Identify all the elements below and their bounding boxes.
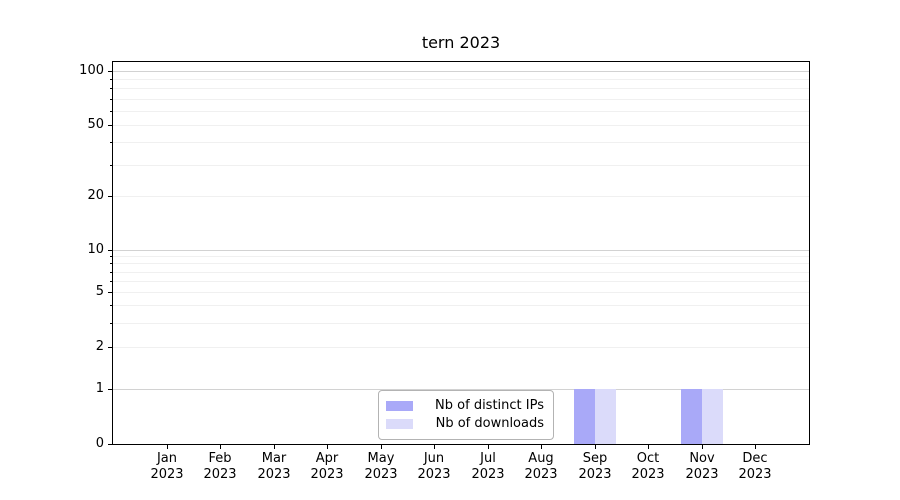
y-tick-label: 10 xyxy=(87,242,104,257)
minor-gridline xyxy=(113,79,809,80)
x-tick-mark xyxy=(381,445,382,449)
x-tick-label: Mar 2023 xyxy=(257,451,291,482)
minor-gridline xyxy=(113,99,809,100)
minor-gridline xyxy=(113,263,809,264)
y-tick-mark xyxy=(108,292,112,293)
legend-label-downloads: Nb of downloads xyxy=(435,416,544,431)
x-tick-label: Feb 2023 xyxy=(203,451,237,482)
minor-gridline xyxy=(113,347,809,348)
minor-gridline xyxy=(113,292,809,293)
y-tick-mark xyxy=(108,347,112,348)
plot-area xyxy=(112,61,810,445)
x-tick-label: Oct 2023 xyxy=(631,451,665,482)
y-minor-tick xyxy=(110,99,112,100)
y-tick-label: 0 xyxy=(95,436,104,451)
y-minor-tick xyxy=(110,79,112,80)
minor-gridline xyxy=(113,281,809,282)
legend-swatch-downloads xyxy=(386,419,413,429)
minor-gridline xyxy=(113,196,809,197)
y-minor-tick xyxy=(110,323,112,324)
y-tick-mark xyxy=(108,444,112,445)
x-tick-mark xyxy=(327,445,328,449)
y-tick-mark xyxy=(108,125,112,126)
x-tick-label: Aug 2023 xyxy=(524,451,558,482)
y-minor-tick xyxy=(110,111,112,112)
minor-gridline xyxy=(113,165,809,166)
x-tick-mark xyxy=(702,445,703,449)
y-tick-label: 5 xyxy=(95,284,104,299)
bar-distinct-ips xyxy=(681,389,702,444)
y-tick-mark xyxy=(108,389,112,390)
major-gridline xyxy=(113,250,809,251)
y-minor-tick xyxy=(110,88,112,89)
minor-gridline xyxy=(113,142,809,143)
y-minor-tick xyxy=(110,263,112,264)
chart-title: tern 2023 xyxy=(421,33,501,52)
x-tick-mark xyxy=(274,445,275,449)
x-tick-label: Apr 2023 xyxy=(310,451,344,482)
x-tick-label: Dec 2023 xyxy=(738,451,772,482)
x-tick-label: Nov 2023 xyxy=(685,451,719,482)
major-gridline xyxy=(113,389,809,390)
y-tick-label: 20 xyxy=(87,188,104,203)
y-tick-mark xyxy=(108,196,112,197)
minor-gridline xyxy=(113,272,809,273)
bar-downloads xyxy=(595,389,616,444)
x-tick-mark xyxy=(220,445,221,449)
x-tick-label: Jan 2023 xyxy=(150,451,184,482)
y-minor-tick xyxy=(110,272,112,273)
y-minor-tick xyxy=(110,165,112,166)
x-tick-label: Sep 2023 xyxy=(578,451,612,482)
bar-downloads xyxy=(702,389,723,444)
minor-gridline xyxy=(113,88,809,89)
minor-gridline xyxy=(113,305,809,306)
minor-gridline xyxy=(113,256,809,257)
legend-label-distinct-ips: Nb of distinct IPs xyxy=(435,398,544,413)
x-tick-mark xyxy=(167,445,168,449)
y-tick-label: 2 xyxy=(95,339,104,354)
y-minor-tick xyxy=(110,142,112,143)
legend-entry-distinct-ips: Nb of distinct IPs xyxy=(386,397,544,415)
x-tick-mark xyxy=(541,445,542,449)
x-tick-mark xyxy=(434,445,435,449)
legend-entry-downloads: Nb of downloads xyxy=(386,415,544,433)
major-gridline xyxy=(113,71,809,72)
y-minor-tick xyxy=(110,305,112,306)
x-tick-label: Jul 2023 xyxy=(471,451,505,482)
y-tick-label: 100 xyxy=(79,63,104,78)
bar-distinct-ips xyxy=(574,389,595,444)
y-tick-label: 50 xyxy=(87,117,104,132)
y-minor-tick xyxy=(110,256,112,257)
y-tick-mark xyxy=(108,71,112,72)
minor-gridline xyxy=(113,323,809,324)
x-tick-label: Jun 2023 xyxy=(417,451,451,482)
x-tick-label: May 2023 xyxy=(364,451,398,482)
x-tick-mark xyxy=(755,445,756,449)
minor-gridline xyxy=(113,125,809,126)
y-minor-tick xyxy=(110,281,112,282)
y-tick-mark xyxy=(108,250,112,251)
legend-swatch-distinct-ips xyxy=(386,401,413,411)
x-tick-mark xyxy=(648,445,649,449)
y-tick-label: 1 xyxy=(95,381,104,396)
legend: Nb of distinct IPs Nb of downloads xyxy=(378,390,554,440)
minor-gridline xyxy=(113,111,809,112)
x-tick-mark xyxy=(595,445,596,449)
x-tick-mark xyxy=(488,445,489,449)
